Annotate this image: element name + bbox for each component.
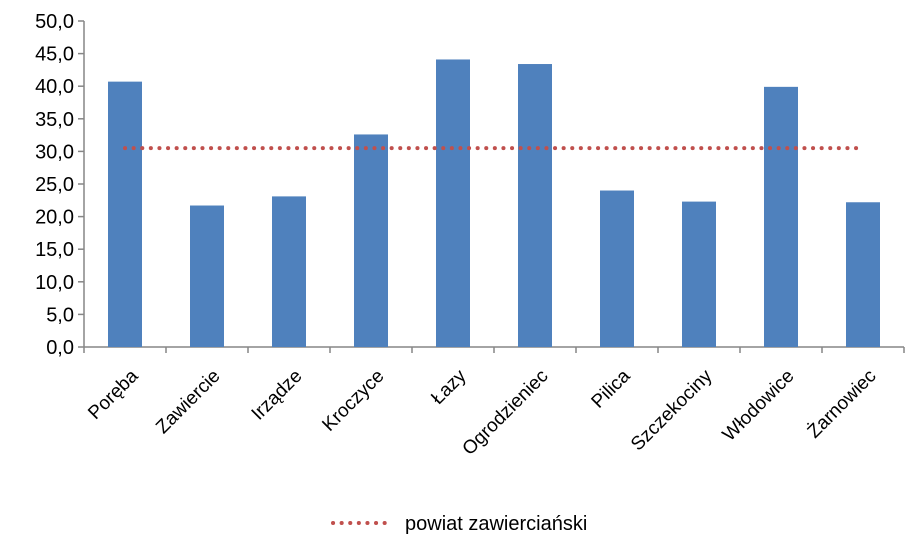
bar (600, 190, 634, 347)
x-tick-label: Kroczyce (318, 366, 388, 436)
legend: powiat zawierciański (331, 513, 587, 535)
bar (190, 205, 224, 347)
bar (108, 81, 142, 348)
bar (272, 196, 306, 347)
bar (682, 201, 716, 347)
bar (518, 64, 552, 348)
y-tick-label: 35,0 (35, 109, 74, 131)
y-tick-label: 15,0 (35, 239, 74, 261)
x-tick-label: Irządze (248, 366, 307, 425)
x-tick-label: Poręba (84, 365, 142, 423)
bar (354, 134, 388, 347)
bar (846, 202, 880, 347)
y-tick-label: 40,0 (35, 76, 74, 98)
x-axis: Poręba Zawiercie Irządze Kroczyce ŁazyOgrodz… (83, 346, 905, 460)
y-axis: 0,0 5,0 10,0 15,0 20,0 25,0 30,0 35,0 40,0 45,0 50… (35, 11, 85, 359)
bars (108, 59, 880, 348)
x-tick-label: Żarnowiec (804, 366, 881, 443)
x-tick-label: Zawiercie (152, 366, 224, 438)
y-tick-label: 25,0 (35, 174, 74, 196)
x-tick-label: Szczekociny (627, 365, 717, 455)
y-tick-label: 10,0 (35, 272, 74, 294)
y-tick-label: 20,0 (35, 207, 74, 229)
x-tick-label: Ogrodzieniec (459, 366, 553, 460)
x-tick-label: Łazy (427, 365, 471, 409)
bar (764, 86, 798, 348)
x-tick-label: Włodowice (719, 366, 799, 446)
y-tick-label: 50,0 (35, 11, 74, 33)
x-tick-label: Pilica (588, 365, 635, 412)
legend-label: powiat zawierciański (405, 513, 587, 535)
y-tick-label: 30,0 (35, 141, 74, 163)
bar (436, 59, 470, 348)
y-tick-label: 45,0 (35, 44, 74, 66)
y-tick-label: 0,0 (46, 337, 74, 359)
y-tick-label: 5,0 (46, 304, 74, 326)
